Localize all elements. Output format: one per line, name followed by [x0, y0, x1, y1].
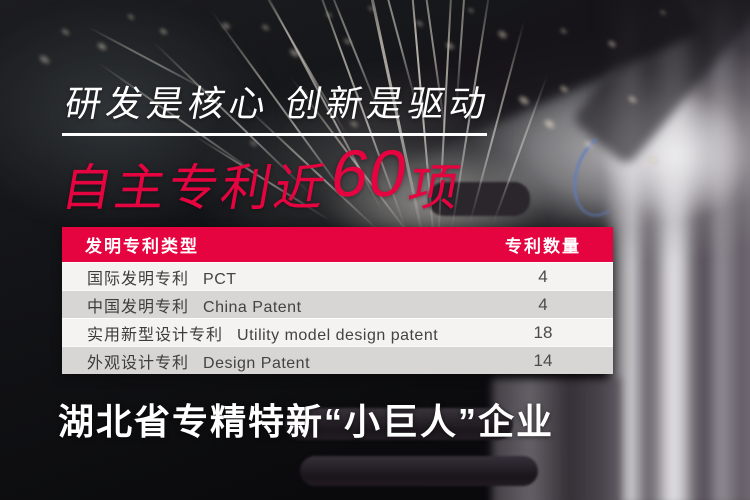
- patent-type-en: PCT: [203, 270, 237, 288]
- patent-type-zh: 国际发明专利: [87, 270, 190, 288]
- patent-line-suffix: 项: [403, 160, 467, 216]
- patent-count-cell: 14: [533, 350, 553, 370]
- patent-type-en: China Patent: [203, 298, 302, 316]
- table-row: 中国发明专利 China Patent 4: [62, 290, 613, 318]
- patent-table-header: 发明专利类型 专利数量: [62, 227, 613, 262]
- patent-type-cell: 中国发明专利 China Patent: [62, 293, 473, 317]
- patent-type-cell: 实用新型设计专利 Utility model design patent: [62, 321, 473, 345]
- table-row: 实用新型设计专利 Utility model design patent 18: [62, 318, 613, 346]
- patent-type-zh: 外观设计专利: [87, 354, 190, 372]
- patent-type-zh: 实用新型设计专利: [87, 326, 224, 344]
- footer-slogan: 湖北省专精特新“小巨人”企业: [58, 401, 555, 442]
- main-headline: 研发是核心 创新是驱动: [61, 83, 495, 124]
- column-header-type: 发明专利类型: [85, 237, 199, 256]
- patent-table: 发明专利类型 专利数量 国际发明专利 PCT 4 中国发明专利 China Patent…: [62, 227, 613, 374]
- patent-line-prefix: 自主专利近: [57, 160, 333, 216]
- column-header-count: 专利数量: [505, 237, 581, 256]
- patent-count-cell: 4: [538, 294, 548, 314]
- patent-type-en: Design Patent: [203, 354, 311, 372]
- patent-type-cell: 国际发明专利 PCT: [62, 265, 473, 289]
- patent-line-number: 60: [325, 136, 414, 210]
- table-row: 国际发明专利 PCT 4: [62, 262, 613, 290]
- patent-count-cell: 4: [538, 266, 548, 286]
- patent-type-en: Utility model design patent: [237, 326, 439, 344]
- patent-table-body: 国际发明专利 PCT 4 中国发明专利 China Patent 4 实用新型设计专利 Uti…: [62, 262, 613, 374]
- patent-count-headline: 自主专利近 60 项: [57, 136, 469, 216]
- table-row: 外观设计专利 Design Patent 14: [62, 346, 613, 374]
- patent-count-cell: 18: [533, 322, 553, 342]
- headline-underline: [62, 133, 487, 136]
- patent-type-zh: 中国发明专利: [87, 298, 190, 316]
- patent-type-cell: 外观设计专利 Design Patent: [62, 349, 473, 373]
